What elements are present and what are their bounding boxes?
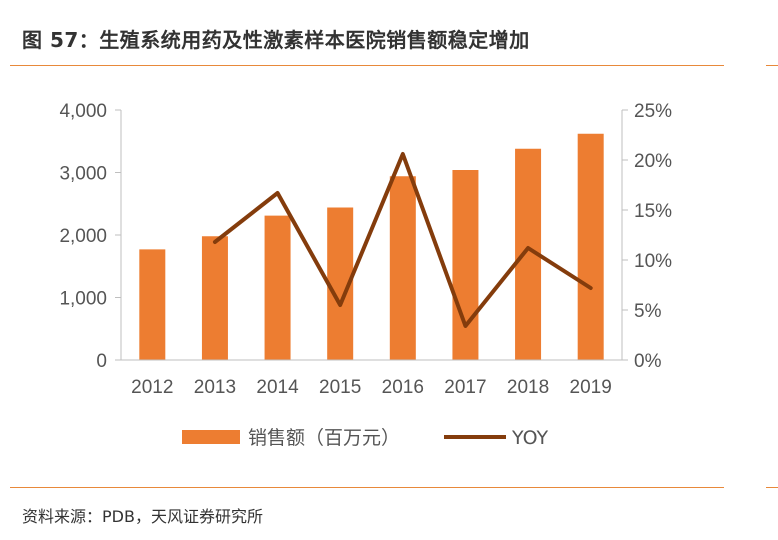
legend: 销售额（百万元） YOY [182,427,548,449]
source-note: 资料来源：PDB，天风证券研究所 [22,507,263,526]
figure-title: 图 57：生殖系统用药及性激素样本医院销售额稳定增加 [22,28,530,52]
right-tick-label: 0% [634,351,662,372]
right-tick-label: 25% [634,101,672,122]
right-axis-ticks: 0% 5% 10% 15% 20% 25% [622,101,672,372]
bottom-rule-tail [766,487,778,488]
left-tick-label: 0 [96,351,107,372]
left-tick-label: 3,000 [59,164,107,185]
x-tick-label: 2015 [319,377,361,398]
bar-2016 [389,176,416,360]
legend-label-line: YOY [511,427,548,449]
right-tick-label: 5% [634,301,662,322]
bar-2017 [452,170,479,360]
bar-2012 [139,249,166,360]
top-rule [10,65,724,66]
bar-2013 [201,236,228,360]
legend-label-bar: 销售额（百万元） [248,427,400,449]
x-axis-ticks: 2012 2013 2014 2015 2016 2017 2018 2019 [131,377,612,398]
bottom-rule [10,487,724,488]
x-tick-label: 2013 [194,377,236,398]
bar-2019 [577,133,604,360]
x-tick-label: 2014 [256,377,299,398]
yoy-series [212,152,593,328]
right-tick-label: 20% [634,151,672,172]
top-rule-tail [766,65,778,66]
right-tick-label: 10% [634,251,672,272]
x-tick-label: 2012 [131,377,173,398]
x-tick-label: 2019 [570,377,612,398]
legend-swatch-bar [182,430,240,444]
left-tick-label: 2,000 [59,226,107,247]
left-axis-ticks: 0 1,000 2,000 3,000 4,000 [59,101,121,372]
axes [120,110,623,361]
right-tick-label: 15% [634,201,672,222]
x-tick-label: 2017 [444,377,486,398]
x-tick-label: 2016 [382,377,424,398]
x-tick-label: 2018 [507,377,549,398]
left-tick-label: 4,000 [59,101,107,122]
left-tick-label: 1,000 [59,289,107,310]
bar-series [139,133,604,360]
bar-2014 [264,215,291,360]
